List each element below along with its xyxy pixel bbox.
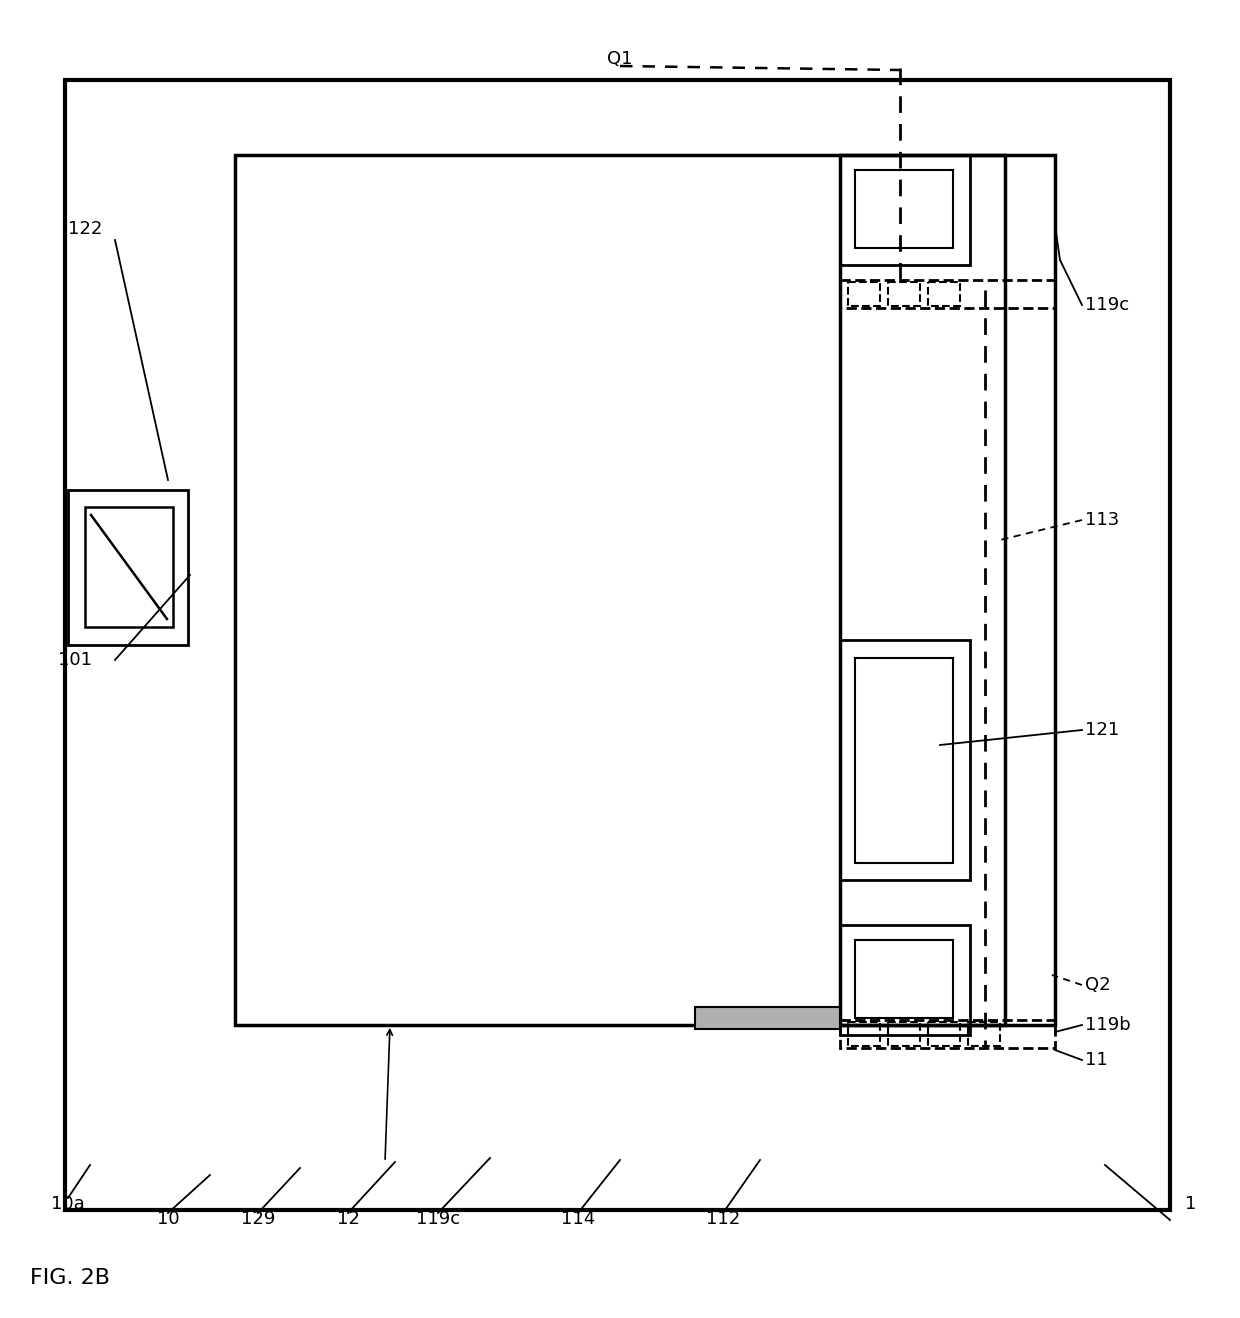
- Text: FIG. 2B: FIG. 2B: [30, 1268, 110, 1288]
- Bar: [848, 1021, 880, 1046]
- Bar: [236, 156, 1004, 1025]
- Text: Q2: Q2: [1085, 977, 1111, 994]
- Text: 10a: 10a: [51, 1195, 84, 1213]
- Text: 119b: 119b: [1085, 1016, 1131, 1035]
- Bar: [68, 490, 188, 645]
- Bar: [694, 1007, 839, 1029]
- Text: 119c: 119c: [415, 1210, 460, 1228]
- Bar: [839, 641, 970, 880]
- Bar: [928, 1021, 960, 1046]
- Bar: [839, 1020, 1055, 1048]
- Bar: [839, 925, 970, 1035]
- Bar: [856, 170, 954, 248]
- Text: 10: 10: [156, 1210, 180, 1228]
- Text: 113: 113: [1085, 511, 1120, 529]
- Bar: [839, 156, 1055, 1025]
- Text: 11: 11: [1085, 1050, 1107, 1069]
- Bar: [856, 658, 954, 863]
- Bar: [888, 1021, 920, 1046]
- Text: 121: 121: [1085, 721, 1120, 739]
- Text: 112: 112: [706, 1210, 740, 1228]
- Text: 122: 122: [68, 220, 103, 239]
- Text: 101: 101: [58, 651, 92, 670]
- Bar: [839, 279, 1055, 308]
- Bar: [839, 156, 970, 265]
- Bar: [86, 507, 174, 627]
- Text: 114: 114: [560, 1210, 595, 1228]
- Bar: [64, 80, 1171, 1210]
- Text: 1: 1: [1185, 1195, 1197, 1213]
- Text: 119c: 119c: [1085, 297, 1130, 314]
- Text: 12: 12: [336, 1210, 360, 1228]
- Text: Q1: Q1: [608, 50, 632, 69]
- Bar: [856, 940, 954, 1017]
- Bar: [888, 282, 920, 306]
- Text: 129: 129: [241, 1210, 275, 1228]
- Bar: [968, 1021, 999, 1046]
- Bar: [848, 282, 880, 306]
- Bar: [928, 282, 960, 306]
